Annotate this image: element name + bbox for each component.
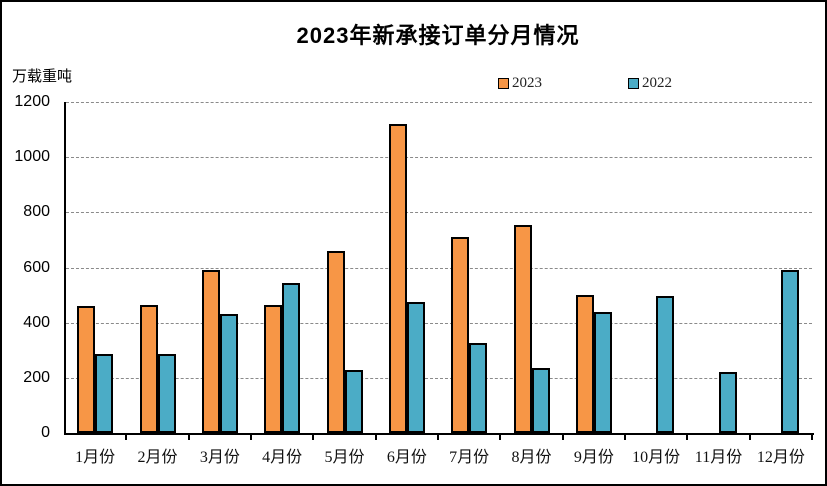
legend-item-2023: 2023 [498,75,542,92]
x-axis-tick [624,435,626,440]
gridline-800 [66,212,812,214]
legend-swatch-2022-icon [628,78,639,89]
y-tick-label-400: 400 [23,313,50,331]
gridline-600 [66,267,812,269]
y-axis-line [64,102,66,435]
x-axis-tick [187,435,190,440]
bar-2023-8月份 [513,225,532,433]
x-tick-label-6月份: 6月份 [386,449,427,466]
y-axis-unit-label: 万载重吨 [12,68,73,85]
legend-swatch-2023-icon [498,78,509,89]
bar-2022-7月份 [469,343,488,433]
x-axis-tick [250,435,252,440]
x-axis-tick [125,435,128,440]
x-axis-tick [312,435,315,440]
bar-2022-2月份 [157,354,176,433]
gridline-200 [66,377,812,379]
y-tick-label-600: 600 [23,258,50,276]
bar-2022-4月份 [282,283,301,433]
bar-2022-8月份 [531,368,550,433]
x-tick-label-7月份: 7月份 [449,449,490,466]
gridline-1000 [66,157,812,159]
bar-2023-3月份 [201,270,220,433]
gridline-400 [66,322,812,324]
bar-2023-7月份 [451,237,470,433]
legend-label-2023: 2023 [512,75,542,91]
y-tick-label-0: 0 [41,424,50,441]
bar-2022-9月份 [593,312,612,433]
x-tick-label-1月份: 1月份 [75,449,116,466]
y-tick-label-1200: 1200 [14,93,50,110]
legend-label-2022: 2022 [642,75,672,91]
x-axis-tick [561,435,564,440]
bar-2023-5月份 [326,251,345,433]
bar-2023-6月份 [388,124,407,433]
bar-2022-1月份 [95,354,114,433]
x-axis-tick [686,435,689,440]
bar-2023-2月份 [139,305,158,433]
bar-2022-11月份 [718,372,737,433]
bar-2022-6月份 [406,302,425,433]
y-tick-label-800: 800 [23,203,50,221]
y-tick-label-200: 200 [23,368,50,386]
x-tick-label-5月份: 5月份 [324,449,365,466]
x-axis-line [64,433,814,435]
x-axis-tick [437,435,439,440]
legend-item-2022: 2022 [628,75,672,92]
x-tick-label-11月份: 11月份 [694,449,743,466]
x-tick-label-2月份: 2月份 [137,449,178,466]
bar-2023-1月份 [77,306,96,433]
x-axis-tick [748,435,751,440]
bar-2022-10月份 [656,296,675,433]
gridline-1200 [66,102,812,103]
x-tick-label-10月份: 10月份 [632,449,681,466]
bar-2022-12月份 [780,270,799,433]
bar-2023-4月份 [264,305,283,433]
x-tick-label-9月份: 9月份 [573,449,614,466]
x-axis-tick [374,435,377,440]
x-tick-label-8月份: 8月份 [511,449,552,466]
x-axis-tick [499,435,502,440]
x-tick-label-3月份: 3月份 [199,449,240,466]
x-axis-tick [811,435,813,440]
y-tick-label-1000: 1000 [14,148,50,166]
bar-2022-3月份 [219,314,238,433]
chart-title: 2023年新承接订单分月情况 [296,23,580,48]
x-tick-label-12月份: 12月份 [756,449,805,466]
bar-2022-5月份 [344,370,363,433]
x-tick-label-4月份: 4月份 [262,449,303,466]
bar-2023-9月份 [575,295,594,433]
